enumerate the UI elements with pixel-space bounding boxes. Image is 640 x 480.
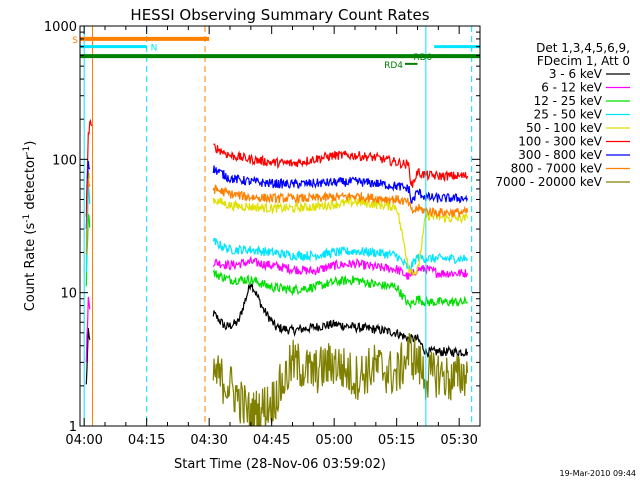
x-tick-label: 04:45: [253, 433, 290, 448]
series-line-2: [85, 213, 468, 310]
y-axis-label-mid: detector: [23, 154, 38, 214]
y-axis-label-sup1: -1: [22, 214, 32, 223]
x-tick-label: 05:30: [440, 433, 477, 448]
flag-label-rd0: RD0: [413, 53, 432, 63]
series-line-1: [85, 255, 469, 363]
legend-entry-label: 300 - 800 keV: [518, 148, 602, 162]
legend-entry-label: 25 - 50 keV: [534, 108, 603, 122]
render-timestamp: 19-Mar-2010 09:44: [560, 469, 637, 478]
legend-entry-label: 12 - 25 keV: [534, 94, 603, 108]
x-axis: 04:00 04:15 04:30 04:45 05:00 05:15 05:30: [65, 26, 478, 448]
y-tick-label: 1: [69, 420, 77, 435]
legend-entry-label: 100 - 300 keV: [518, 135, 602, 149]
series-layer: [85, 118, 469, 426]
legend: Det 1,3,4,5,6,9,FDecim 1, Att 03 - 6 keV…: [495, 41, 630, 189]
chart-title: HESSI Observing Summary Count Rates: [130, 6, 429, 24]
x-tick-label: 05:15: [378, 433, 415, 448]
legend-entry-label: 7000 - 20000 keV: [495, 175, 602, 189]
legend-entry-label: 6 - 12 keV: [541, 81, 603, 95]
legend-entry-label: 3 - 6 keV: [549, 67, 603, 81]
flag-bars: S N RD0 RD4: [72, 36, 480, 71]
plot-area: S N RD0 RD4: [72, 25, 481, 427]
y-axis: 1 10 100 1000: [44, 20, 480, 435]
plot-frame: [79, 25, 481, 427]
y-axis-label-main: Count Rate (s: [23, 223, 38, 312]
x-tick-label: 04:00: [65, 433, 102, 448]
series-line-8: [212, 332, 469, 426]
legend-header-line: Det 1,3,4,5,6,9,: [536, 41, 630, 55]
legend-entry-label: 800 - 7000 keV: [511, 162, 603, 176]
series-line-0: [85, 283, 469, 385]
y-axis-label: Count Rate (s-1 detector-1): [22, 141, 38, 312]
series-line-6: [85, 160, 469, 229]
flag-label-s: S: [72, 36, 78, 46]
y-axis-label-end: ): [23, 141, 38, 146]
series-line-7: [85, 178, 469, 255]
y-axis-label-sup2: -1: [22, 146, 32, 155]
y-tick-label: 10: [60, 287, 77, 302]
series-line-4: [85, 172, 469, 276]
x-axis-label: Start Time (28-Nov-06 03:59:02): [174, 457, 386, 472]
x-tick-label: 04:15: [128, 433, 165, 448]
y-tick-label: 100: [52, 153, 77, 168]
flag-label-n: N: [151, 44, 158, 54]
legend-header-line: FDecim 1, Att 0: [537, 54, 630, 68]
y-tick-label: 1000: [44, 20, 77, 35]
legend-entry-label: 50 - 100 keV: [526, 121, 603, 135]
vertical-markers: [83, 26, 473, 426]
x-tick-label: 04:30: [190, 433, 227, 448]
flag-label-rd4: RD4: [384, 61, 403, 71]
x-tick-label: 05:00: [315, 433, 352, 448]
